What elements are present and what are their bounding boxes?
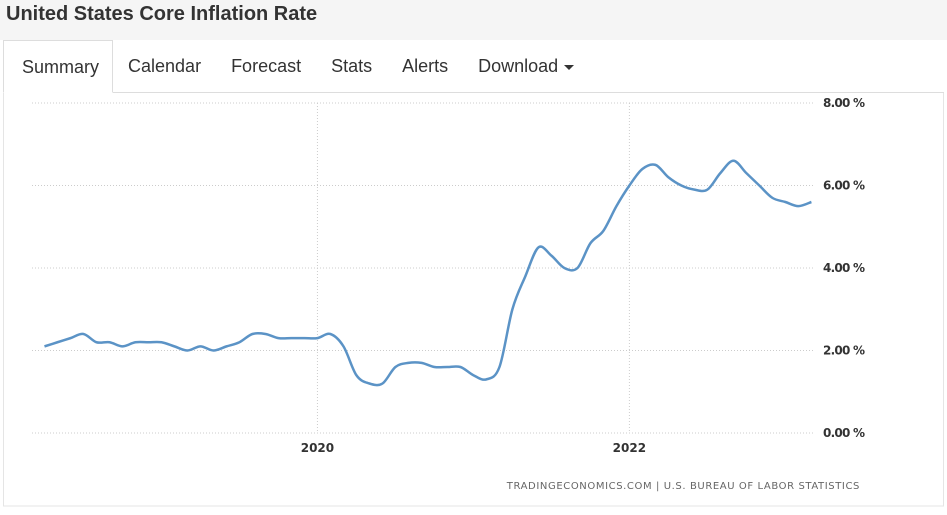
page-title: United States Core Inflation Rate (6, 3, 318, 25)
tab-bar: Summary Calendar Forecast Stats Alerts D… (3, 40, 944, 93)
y-tick-label: 6.00 % (823, 179, 865, 193)
data-line (44, 159, 812, 387)
tab[interactable]: Calendar (128, 56, 202, 76)
tab[interactable]: Download (463, 40, 589, 92)
y-tick-label: 4.00 % (823, 261, 865, 275)
tab[interactable]: Forecast (231, 56, 302, 76)
title-bar: United States Core Inflation Rate (0, 0, 947, 40)
tab[interactable]: Alerts (402, 56, 449, 76)
chart-frame (3, 93, 944, 507)
y-tick-label: 8.00 % (823, 96, 865, 110)
chart: 0.00 % 2.00 % 4.00 % 6.00 % 8.00 % 2020 2022 TR… (3, 93, 944, 507)
y-tick-label: 0.00 % (823, 426, 865, 440)
tab-label: Download (478, 56, 559, 76)
x-tick-label: 2020 (301, 441, 334, 455)
tab[interactable]: Stats (331, 56, 373, 76)
tab[interactable]: Summary (3, 40, 114, 93)
source-note: TRADINGECONOMICS.COM | U.S. BUREAU OF LA… (506, 481, 860, 492)
dropdown-caret (564, 64, 575, 70)
y-tick-label: 2.00 % (823, 344, 865, 358)
x-tick-label: 2022 (613, 441, 646, 455)
